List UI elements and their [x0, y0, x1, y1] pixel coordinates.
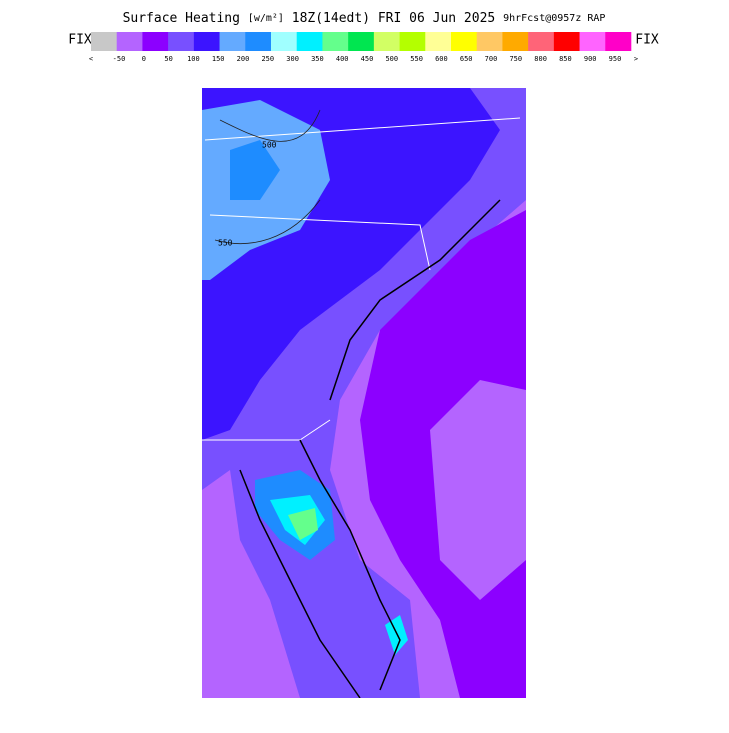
colorbar-label: 650 — [460, 55, 473, 63]
color-swatch — [193, 32, 220, 51]
color-swatch — [476, 32, 503, 51]
color-swatch — [579, 32, 606, 51]
colorbar-label: -50 — [113, 55, 126, 63]
colorbar-label: 100 — [187, 55, 200, 63]
colorbar-label: 750 — [509, 55, 522, 63]
title: Surface Heating [w/m²] 18Z(14edt) FRI 06… — [123, 11, 606, 26]
color-swatch — [219, 32, 246, 51]
colorbar-label: 200 — [237, 55, 250, 63]
color-swatch — [142, 32, 169, 51]
colorbar-label: 500 — [385, 55, 398, 63]
colorbar-label: 900 — [584, 55, 597, 63]
color-swatch — [373, 32, 400, 51]
color-swatch — [245, 32, 272, 51]
color-swatch — [296, 32, 323, 51]
color-swatch — [399, 32, 426, 51]
colorbar-high-arrow: > — [634, 55, 638, 63]
colorbar-low-arrow: < — [89, 55, 93, 63]
fix-left[interactable]: FIX — [68, 33, 92, 48]
color-swatch — [425, 32, 452, 51]
colorbar-label: 250 — [261, 55, 274, 63]
colorbar-label: 50 — [164, 55, 172, 63]
color-swatch — [348, 32, 375, 51]
colorbar-label: 850 — [559, 55, 572, 63]
color-swatch — [168, 32, 195, 51]
title-forecast: 9hrFcst@0957z RAP — [503, 13, 605, 24]
colorbar-label: 600 — [435, 55, 448, 63]
colorbar-label: 150 — [212, 55, 225, 63]
color-swatch — [322, 32, 349, 51]
title-units: [w/m²] — [248, 13, 284, 24]
color-swatch — [271, 32, 298, 51]
color-swatch — [91, 32, 118, 51]
contour-label: 500 — [262, 141, 277, 150]
color-swatch — [502, 32, 529, 51]
title-main: Surface Heating — [123, 11, 240, 26]
colorbar-label: 0 — [142, 55, 146, 63]
colorbar-label: 950 — [609, 55, 622, 63]
color-swatch — [116, 32, 143, 51]
colorbar-label: 700 — [485, 55, 498, 63]
contour-label: 550 — [218, 239, 233, 248]
colorbar: < > -50 0 50 100 150 200 250 300 350 400 450 500 550 60… — [89, 32, 638, 63]
color-swatch — [553, 32, 580, 51]
color-swatch — [528, 32, 555, 51]
colorbar-label: 300 — [286, 55, 299, 63]
colorbar-label: 800 — [534, 55, 547, 63]
colorbar-label: 350 — [311, 55, 324, 63]
color-swatch — [451, 32, 478, 51]
map: 500 550 — [202, 88, 526, 698]
colorbar-label: 400 — [336, 55, 349, 63]
colorbar-label: 450 — [361, 55, 374, 63]
colorbar-label: 550 — [410, 55, 423, 63]
fix-right[interactable]: FIX — [635, 33, 659, 48]
color-swatch — [605, 32, 632, 51]
title-valid: 18Z(14edt) FRI 06 Jun 2025 — [292, 11, 496, 26]
